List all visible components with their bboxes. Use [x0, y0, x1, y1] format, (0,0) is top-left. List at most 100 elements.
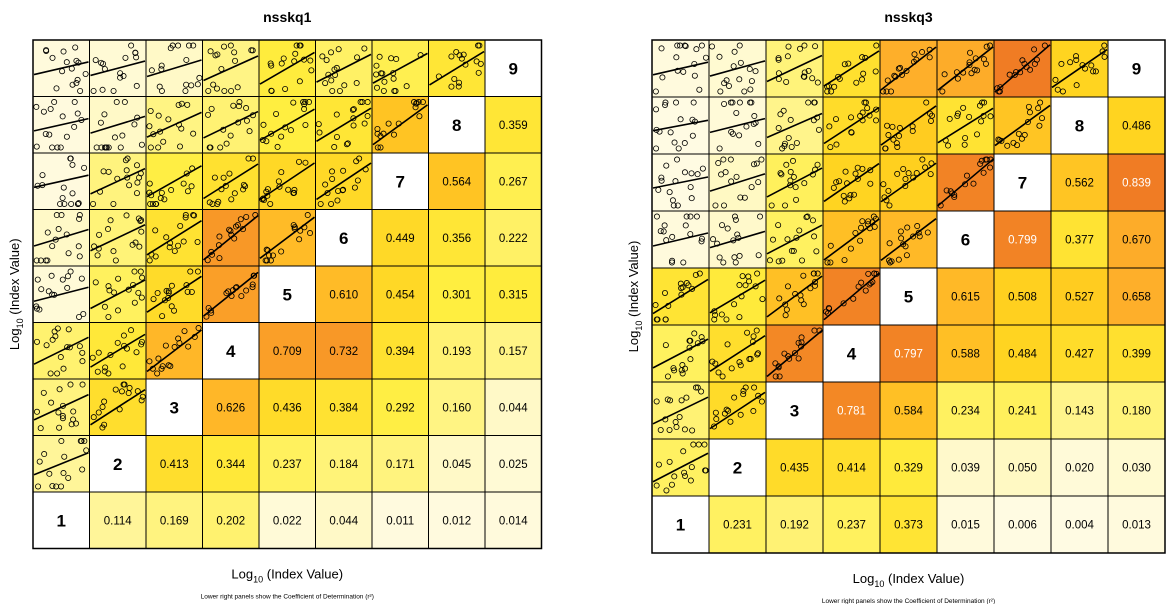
diagonal-label: 1: [676, 516, 685, 535]
scatter-point: [1026, 109, 1033, 116]
scatter-point: [90, 87, 97, 94]
scatter-point: [747, 99, 754, 106]
regression-line: [33, 336, 89, 365]
scatter-point: [55, 409, 62, 416]
r2-value: 0.373: [894, 520, 923, 532]
scatter-point: [175, 101, 182, 108]
scatter-point: [232, 57, 239, 64]
regression-line: [652, 396, 709, 425]
regression-line: [90, 115, 146, 134]
scatter-panel: [708, 39, 767, 98]
scatter-panel: [145, 39, 203, 97]
scatter-point: [943, 187, 950, 194]
scatter-point: [74, 110, 81, 117]
scatter-point: [728, 365, 735, 372]
scatter-point: [448, 53, 455, 60]
scatter-point: [126, 182, 133, 189]
scatter-point: [210, 81, 217, 88]
scatter-point: [121, 99, 128, 106]
scatter-point: [891, 72, 898, 79]
scatter-point: [673, 424, 680, 431]
scatter-point: [139, 393, 146, 400]
diagonal-label: 4: [226, 342, 236, 361]
scatter-point: [101, 398, 108, 405]
r2-value: 0.564: [442, 176, 471, 188]
r2-cell: [936, 324, 995, 383]
scatter-panel: [651, 438, 710, 497]
scatter-point: [736, 132, 743, 139]
scatter-point: [268, 87, 275, 94]
scatter-point: [785, 134, 792, 141]
scatter-point: [374, 144, 381, 151]
regression-line: [316, 53, 372, 83]
scatter-point: [686, 337, 693, 344]
scatter-point: [336, 87, 343, 94]
scatter-point: [788, 143, 795, 150]
scatter-panel: [371, 96, 429, 154]
scatter-point: [33, 143, 40, 150]
scatter-point: [803, 214, 810, 221]
scatter-point: [718, 311, 725, 318]
regression-line: [146, 111, 202, 138]
scatter-point: [1101, 53, 1108, 60]
scatter-point: [146, 257, 153, 264]
scatter-point: [746, 356, 753, 363]
scatter-point: [150, 131, 157, 138]
scatter-point: [852, 229, 859, 236]
scatter-point: [1090, 68, 1097, 75]
scatter-point: [138, 338, 145, 345]
scatter-point: [364, 99, 371, 106]
regression-line: [709, 117, 766, 134]
scatter-point: [660, 228, 667, 235]
scatter-point: [184, 188, 191, 195]
r2-cell: [315, 435, 373, 493]
scatter-panel: [258, 96, 316, 154]
scatter-panel: [89, 152, 147, 210]
scatter-point: [885, 187, 892, 194]
regression-line: [709, 230, 766, 249]
scatter-panel: [89, 39, 147, 97]
scatter-point: [720, 202, 727, 209]
scatter-point: [159, 313, 166, 320]
scatter-panel: [765, 267, 824, 326]
scatter-point: [339, 187, 346, 194]
scatter-point: [47, 106, 54, 113]
scatter-point: [1018, 135, 1025, 142]
scatter-point: [90, 414, 97, 421]
scatter-point: [750, 333, 757, 340]
scatter-point: [70, 408, 77, 415]
scatter-point: [95, 409, 102, 416]
scatter-point: [805, 67, 812, 74]
scatter-point: [181, 328, 188, 335]
scatter-point: [727, 418, 734, 425]
scatter-point: [737, 194, 744, 201]
scatter-point: [377, 144, 384, 151]
scatter-point: [809, 75, 816, 82]
scatter-point: [681, 140, 688, 147]
scatter-point: [135, 289, 142, 296]
regression-line: [146, 329, 202, 373]
scatter-point: [979, 99, 986, 106]
scatter-point: [243, 117, 250, 124]
regression-line: [90, 333, 146, 368]
scatter-point: [65, 474, 72, 481]
regression-line: [766, 329, 823, 378]
r2-value: 0.384: [329, 402, 358, 414]
scatter-point: [146, 180, 153, 187]
scatter-panel: [32, 265, 90, 323]
scatter-point: [893, 140, 900, 147]
scatter-point: [155, 144, 162, 151]
scatter-point: [65, 250, 72, 257]
scatter-point: [693, 213, 700, 220]
scatter-point: [344, 140, 351, 147]
diagonal-cell: [32, 491, 90, 549]
scatter-point: [476, 42, 483, 49]
scatter-panel: [258, 209, 316, 267]
scatter-panel: [993, 39, 1052, 98]
r2-cell: [145, 435, 203, 493]
scatter-point: [49, 483, 56, 490]
scatter-point: [812, 278, 819, 285]
scatter-point: [177, 143, 184, 150]
r2-cell: [822, 438, 881, 497]
scatter-point: [280, 55, 287, 62]
